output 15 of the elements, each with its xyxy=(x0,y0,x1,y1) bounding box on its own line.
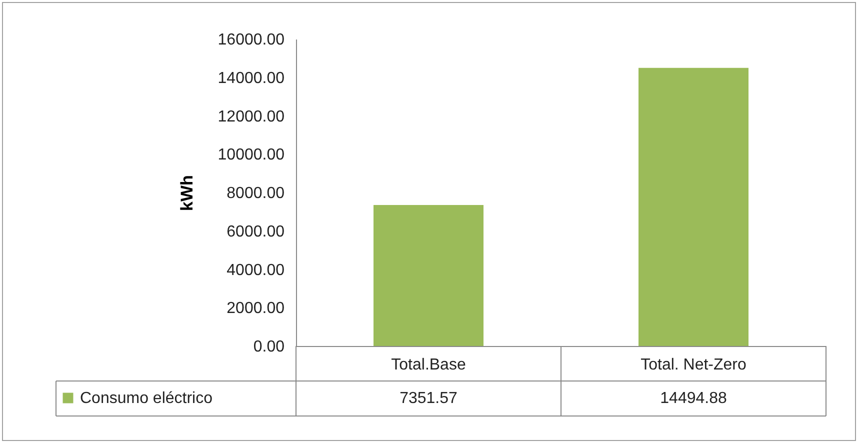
y-tick-label: 0.00 xyxy=(253,338,285,356)
data-label: 7351.57 xyxy=(400,390,458,407)
legend-label: Consumo eléctrico xyxy=(80,390,213,407)
y-tick-label: 12000.00 xyxy=(218,108,285,126)
x-tick-label: Total.Base xyxy=(391,356,466,374)
y-tick-label: 16000.00 xyxy=(218,32,285,48)
y-tick-label: 6000.00 xyxy=(226,223,285,240)
y-tick-label: 10000.00 xyxy=(218,146,285,164)
y-tick-label: 8000.00 xyxy=(226,185,285,202)
y-axis-title: kWh xyxy=(178,175,196,211)
x-tick-label: Total. Net-Zero xyxy=(640,356,747,374)
y-tick-label: 14000.00 xyxy=(218,70,285,87)
y-tick-label: 4000.00 xyxy=(226,262,285,279)
data-label: 14494.88 xyxy=(660,390,727,407)
y-tick-label: 2000.00 xyxy=(226,300,285,318)
